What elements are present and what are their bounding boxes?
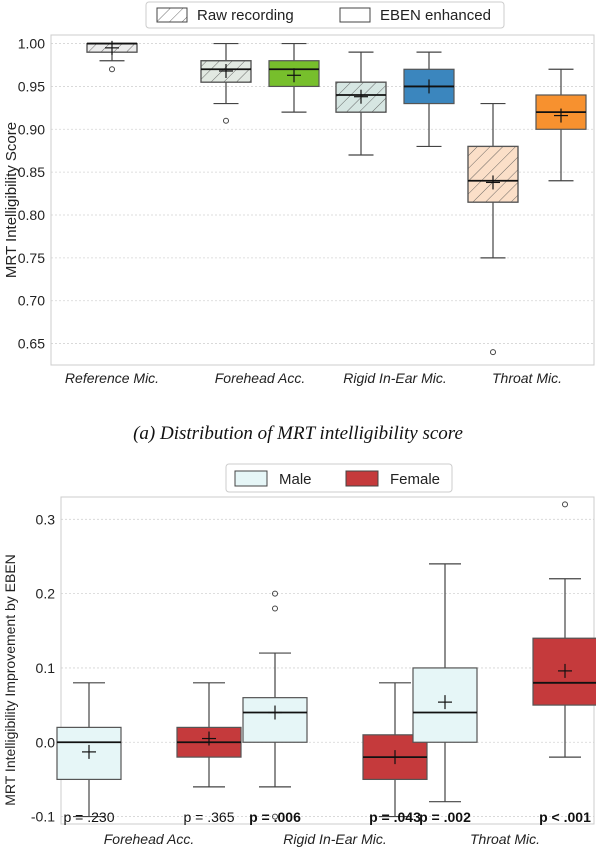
chart-a: 0.65 0.70 0.75 0.80 0.85 0.90 0.95 1.00 Referen…: [3, 1, 595, 444]
p-value-throat-mic-male: p = .002: [419, 809, 471, 825]
x-tick-label-rigid-in-ear-mic: Rigid In-Ear Mic.: [283, 831, 386, 847]
legend-swatch-female: [345, 470, 379, 487]
box-throat-mic-raw-recording: [467, 102, 519, 356]
y-tick-label: 1.00: [18, 36, 45, 52]
y-tick-label: 0.2: [36, 586, 56, 602]
box-rigid-in-ear-mic-raw-recording: [335, 51, 387, 156]
x-tick-label-throat-mic: Throat Mic.: [492, 370, 562, 386]
chart-a-y-ticks: 0.65 0.70 0.75 0.80 0.85 0.90 0.95 1.00: [18, 36, 45, 352]
chart-b-y-axis-label: MRT Intelligibility Improvement by EBEN: [2, 554, 18, 806]
chart-b-boxes: [56, 501, 596, 820]
y-tick-label: -0.1: [31, 809, 55, 825]
x-tick-label-forehead-acc: Forehead Acc.: [215, 370, 306, 386]
y-tick-label: 0.80: [18, 207, 45, 223]
x-tick-label-reference-mic: Reference Mic.: [65, 370, 159, 386]
y-tick-label: 0.85: [18, 164, 45, 180]
legend-swatch-eben-enhanced: [339, 7, 371, 23]
chart-a-caption: (a) Distribution of MRT intelligibility …: [133, 423, 463, 444]
chart-b-legend-frame: [225, 463, 453, 493]
x-tick-label-throat-mic: Throat Mic.: [470, 831, 540, 847]
y-tick-label: 0.0: [36, 734, 56, 750]
chart-a-boxes: [86, 40, 587, 356]
y-tick-label: 0.65: [18, 336, 45, 352]
legend-label-male: Male: [279, 471, 312, 488]
legend-swatch-male: [234, 470, 268, 487]
box-rigid-in-ear-mic-female: [362, 682, 428, 818]
box-rigid-in-ear-mic-male: [242, 590, 308, 820]
box-reference-mic-raw-recording-outlier-0: [109, 66, 115, 73]
p-value-forehead-acc-male: p = .230: [64, 809, 115, 825]
box-rigid-in-ear-mic-male-outlier-0: [272, 590, 278, 597]
x-tick-label-forehead-acc: Forehead Acc.: [104, 831, 195, 847]
x-tick-label-rigid-in-ear-mic: Rigid In-Ear Mic.: [343, 370, 446, 386]
legend-swatch-raw-recording-hatch: [156, 7, 188, 23]
chart-b-y-ticks: -0.1 0.0 0.1 0.2 0.3: [31, 511, 55, 824]
box-forehead-acc-raw-recording: [200, 42, 252, 124]
box-rigid-in-ear-mic-male-outlier-2: [272, 813, 278, 820]
box-forehead-acc-raw-recording-outlier-0: [223, 117, 229, 124]
chart-b: -0.1 0.0 0.1 0.2 0.3 Forehead Acc. Rigid In-E…: [2, 463, 596, 847]
chart-b-legend: Male Female: [225, 463, 453, 493]
y-tick-label: 0.1: [36, 660, 56, 676]
box-throat-mic-male: [412, 563, 478, 803]
box-rigid-in-ear-mic-eben-enhanced: [403, 51, 455, 148]
y-tick-label: 0.90: [18, 121, 45, 137]
box-forehead-acc-male: [56, 682, 122, 818]
p-value-rigid-in-ear-mic-male: p = .006: [249, 809, 301, 825]
box-throat-mic-eben-enhanced: [535, 68, 587, 182]
box-rigid-in-ear-mic-male-outlier-1: [272, 605, 278, 612]
chart-b-plot-frame: [60, 496, 595, 825]
box-throat-mic-female: [532, 501, 596, 758]
chart-b-x-ticks: Forehead Acc. Rigid In-Ear Mic. Throat Mic…: [104, 831, 540, 847]
box-rigid-in-ear-mic-male-iqr: [242, 697, 308, 743]
y-tick-label: 0.95: [18, 78, 45, 94]
chart-a-plot-frame: [50, 34, 595, 366]
p-value-forehead-acc-female: p = .365: [184, 809, 235, 825]
box-throat-mic-raw-recording-hatch: [467, 145, 519, 203]
legend-label-raw-recording: Raw recording: [197, 7, 294, 24]
chart-a-legend: Raw recording EBEN enhanced: [145, 1, 505, 29]
chart-a-legend-frame: [145, 1, 505, 29]
box-reference-mic-raw-recording: [86, 40, 138, 73]
legend-label-female: Female: [390, 471, 440, 488]
y-tick-label: 0.70: [18, 293, 45, 309]
legend-label-eben-enhanced: EBEN enhanced: [380, 7, 491, 24]
chart-a-x-ticks: Reference Mic. Forehead Acc. Rigid In-Ear …: [65, 370, 562, 386]
p-value-throat-mic-female: p < .001: [539, 809, 591, 825]
box-throat-mic-female-outlier-0: [562, 501, 568, 508]
y-tick-label: 0.3: [36, 511, 56, 527]
chart-b-gridlines: [61, 518, 594, 817]
box-throat-mic-raw-recording-outlier-0: [490, 349, 496, 356]
box-forehead-acc-female: [176, 682, 242, 788]
box-forehead-acc-eben-enhanced: [268, 42, 320, 113]
chart-a-y-axis-label: MRT Intelligibility Score: [3, 122, 20, 278]
p-value-rigid-in-ear-mic-female: p = .043: [369, 809, 421, 825]
y-tick-label: 0.75: [18, 250, 45, 266]
